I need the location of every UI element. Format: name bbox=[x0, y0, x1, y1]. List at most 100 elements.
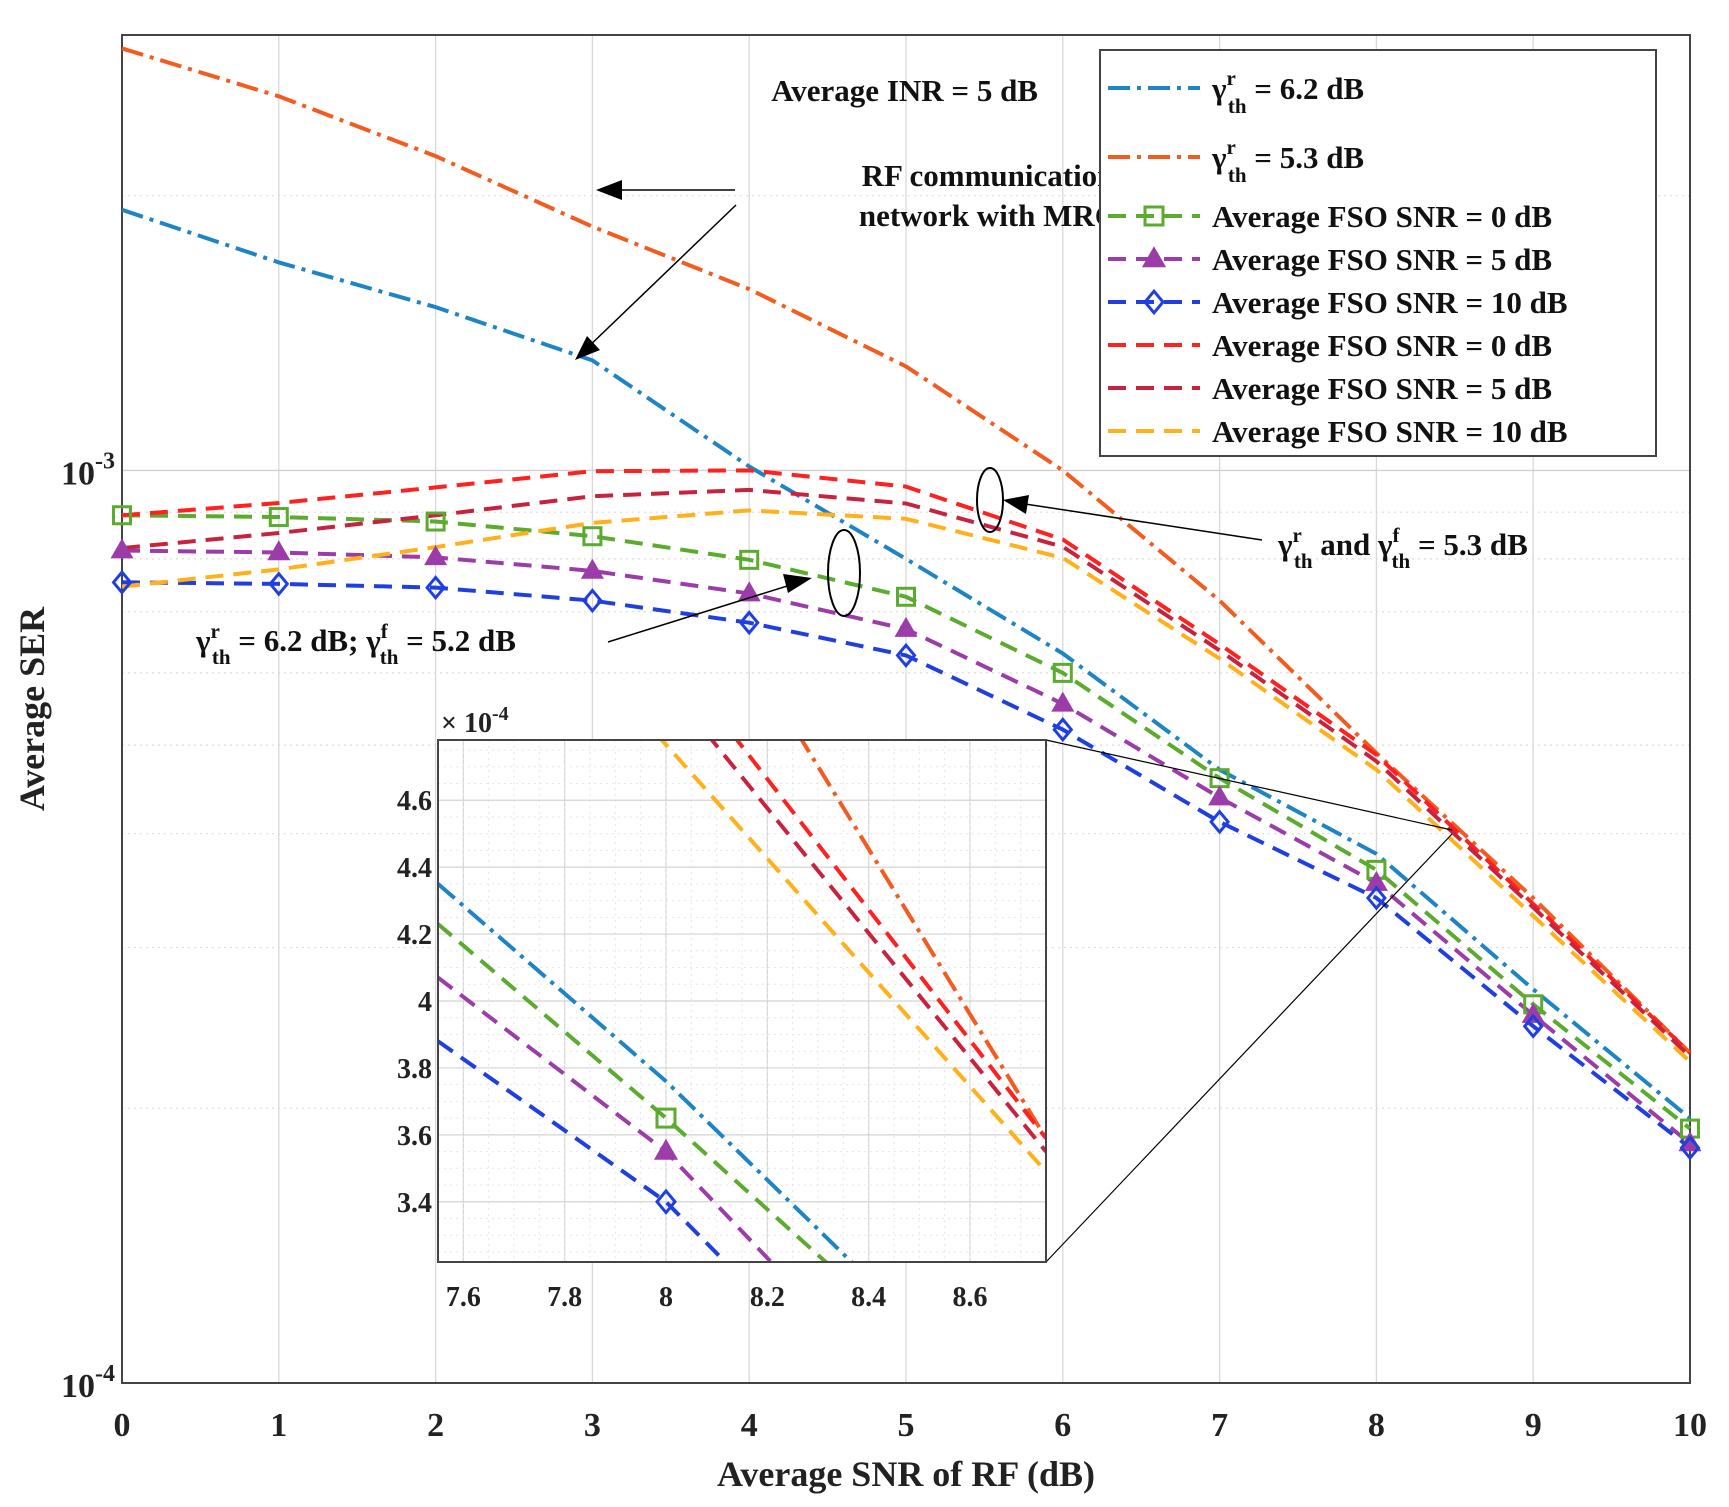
x-tick-7: 7 bbox=[1211, 1407, 1228, 1444]
series-rf53 bbox=[121, 46, 1692, 1055]
inset-x-tick-8.4: 8.4 bbox=[851, 1282, 886, 1313]
x-tick-3: 3 bbox=[584, 1407, 601, 1444]
series-s53_10 bbox=[121, 508, 1692, 1064]
inset-x-tick-7.6: 7.6 bbox=[446, 1282, 481, 1313]
inset-marker-s62_0 bbox=[655, 1107, 677, 1129]
legend-label-rf53: γr th = 5.3 dB bbox=[1211, 135, 1364, 187]
y-axis-label: Average SER bbox=[12, 606, 52, 811]
annotation-rf-line1: RF communication bbox=[862, 158, 1115, 193]
inset-series-s53_10 bbox=[659, 740, 1046, 1174]
legend-label-s53_5: Average FSO SNR = 5 dB bbox=[1212, 371, 1552, 406]
marker-s62_5-6 bbox=[1051, 691, 1075, 712]
inset-y-tick-3.6: 3.6 bbox=[397, 1121, 432, 1152]
marker-s62_5-1 bbox=[267, 540, 291, 561]
arrow-53-head bbox=[1003, 495, 1029, 514]
inset-y-tick-4.4: 4.4 bbox=[397, 853, 432, 884]
marker-s62_5-7 bbox=[1208, 785, 1232, 806]
series-s53_0 bbox=[121, 468, 1692, 1055]
x-tick-10: 10 bbox=[1673, 1407, 1707, 1444]
marker-s62_10-8 bbox=[1365, 885, 1387, 911]
marker-s62_10-9 bbox=[1522, 1013, 1544, 1039]
ellipse-53 bbox=[976, 467, 1004, 533]
legend-marker-s62_5 bbox=[1141, 246, 1167, 268]
annotations: Average INR = 5 dB RF communication netw… bbox=[195, 73, 1528, 669]
x-tick-5: 5 bbox=[898, 1407, 915, 1444]
inset-series bbox=[438, 740, 1046, 1262]
annotation-inr: Average INR = 5 dB bbox=[771, 73, 1038, 108]
main-markers bbox=[110, 505, 1702, 1161]
marker-s62_5-9 bbox=[1521, 1002, 1545, 1023]
inset-x-tick-8.6: 8.6 bbox=[953, 1282, 988, 1313]
marker-s62_0-5 bbox=[896, 586, 916, 607]
inset-x-tick-8.2: 8.2 bbox=[750, 1282, 785, 1313]
inset-frame bbox=[437, 739, 1047, 1263]
arrow-62-head bbox=[783, 574, 812, 593]
inset-y-tick-3.4: 3.4 bbox=[397, 1188, 432, 1219]
marker-s62_10-6 bbox=[1052, 717, 1074, 743]
marker-s62_10-7 bbox=[1209, 809, 1231, 835]
inset-series-s53_5 bbox=[709, 740, 1046, 1153]
marker-s62_0-2 bbox=[425, 511, 446, 532]
x-tick-8: 8 bbox=[1368, 1407, 1385, 1444]
x-tick-0: 0 bbox=[114, 1407, 131, 1444]
marker-s62_10-4 bbox=[738, 610, 760, 636]
legend-label-s53_0: Average FSO SNR = 0 dB bbox=[1212, 328, 1552, 363]
legend-marker-s62_0 bbox=[1143, 205, 1165, 227]
annotation-thr62: γr th = 6.2 dB; γf th = 5.2 dB bbox=[195, 619, 516, 669]
arrow-rf-2 bbox=[582, 204, 737, 353]
inset-markers bbox=[653, 1107, 679, 1215]
x-tick-4: 4 bbox=[741, 1407, 758, 1444]
annotation-rf-line2: network with MRC bbox=[859, 198, 1117, 233]
inset-marker-s62_10 bbox=[655, 1188, 677, 1215]
marker-s62_10-10 bbox=[1679, 1135, 1701, 1161]
marker-s62_0-3 bbox=[582, 526, 603, 547]
x-tick-1: 1 bbox=[270, 1407, 287, 1444]
inset-x-tick-8: 8 bbox=[659, 1282, 673, 1313]
inset-series-s62_0 bbox=[438, 922, 829, 1262]
inset-zoom: 7.6 7.8 8 8.2 8.4 8.6 3.4 3.6 3.8 4 4.2 4.4 4.6 × 10… bbox=[397, 703, 1047, 1313]
marker-s62_5-2 bbox=[424, 545, 448, 566]
marker-s62_10-5 bbox=[895, 642, 917, 668]
marker-s62_0-6 bbox=[1052, 662, 1073, 683]
plot-frame bbox=[121, 34, 1691, 1384]
inset-y-tick-4.2: 4.2 bbox=[397, 920, 432, 951]
zoom-connector-top bbox=[1045, 739, 1453, 831]
legend-label-s62_0: Average FSO SNR = 0 dB bbox=[1212, 199, 1552, 234]
legend-label-rf62: γr th = 6.2 dB bbox=[1211, 66, 1364, 118]
series-s62_10 bbox=[121, 580, 1692, 1150]
arrow-53 bbox=[1011, 501, 1263, 541]
legend-marker-s62_10 bbox=[1143, 288, 1165, 316]
x-tick-6: 6 bbox=[1054, 1407, 1071, 1444]
inset-ticks: 7.6 7.8 8 8.2 8.4 8.6 3.4 3.6 3.8 4 4.2 4.4 4.6 bbox=[397, 786, 988, 1313]
ellipse-62 bbox=[827, 529, 861, 617]
marker-s62_0-0 bbox=[112, 505, 132, 526]
main-ticks: 0 1 2 3 4 5 6 7 8 9 10 10-3 10-4 bbox=[61, 448, 1707, 1444]
series-s53_5 bbox=[121, 487, 1692, 1058]
inset-y-tick-3.8: 3.8 bbox=[397, 1054, 432, 1085]
inset-marker-s62_5 bbox=[653, 1138, 679, 1160]
marker-s62_10-0 bbox=[111, 569, 133, 595]
marker-s62_10-3 bbox=[581, 588, 603, 614]
y-tick--4: 10-4 bbox=[61, 1361, 115, 1405]
x-tick-2: 2 bbox=[427, 1407, 444, 1444]
arrow-rf-1-head bbox=[596, 180, 622, 200]
y-tick--3: 10-3 bbox=[61, 448, 115, 492]
marker-s62_10-1 bbox=[268, 571, 290, 597]
marker-s62_10-2 bbox=[425, 575, 447, 601]
inset-multiplier: × 10-4 bbox=[441, 703, 509, 739]
arrow-62 bbox=[607, 581, 801, 643]
marker-s62_5-0 bbox=[110, 538, 134, 559]
inset-series-s62_10 bbox=[438, 1039, 729, 1262]
legend-label-s62_10: Average FSO SNR = 10 dB bbox=[1212, 285, 1568, 320]
marker-s62_0-1 bbox=[268, 507, 289, 528]
x-axis-label: Average SNR of RF (dB) bbox=[717, 1454, 1095, 1494]
inset-x-tick-7.8: 7.8 bbox=[547, 1282, 582, 1313]
inset-series-rf62 bbox=[438, 882, 855, 1262]
inset-grid bbox=[438, 740, 1046, 1262]
inset-y-tick-4.6: 4.6 bbox=[397, 786, 432, 817]
zoom-connector-bottom bbox=[1045, 833, 1453, 1263]
x-tick-9: 9 bbox=[1525, 1407, 1542, 1444]
legend: γr th = 6.2 dB γr th = 5.3 dB Average FSO SN… bbox=[1099, 49, 1657, 457]
marker-s62_0-4 bbox=[739, 549, 760, 570]
